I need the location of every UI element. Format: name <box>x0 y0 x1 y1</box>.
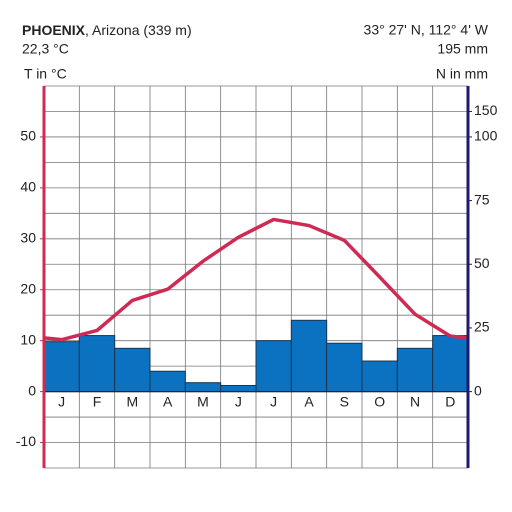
precipitation-bar <box>290 319 328 393</box>
precipitation-bar <box>326 342 363 393</box>
y2-tick-label: 0 <box>474 382 482 398</box>
x-tick-label: D <box>445 393 455 409</box>
x-tick-label: A <box>163 393 173 409</box>
x-tick-label: O <box>374 393 385 409</box>
precipitation-bar <box>432 335 469 393</box>
y2-tick-label: 25 <box>474 319 490 335</box>
x-tick-label: A <box>304 393 314 409</box>
station-region: , Arizona (339 m) <box>85 22 192 38</box>
precipitation-bar <box>149 370 186 393</box>
x-tick-label: J <box>58 393 65 409</box>
temperature-line <box>61 217 452 342</box>
y-tick-label: 40 <box>20 179 36 195</box>
precipitation-bar <box>396 347 434 393</box>
precipitation-bar <box>255 340 292 393</box>
y-tick-label: 50 <box>20 128 36 144</box>
y2-tick-label: 150 <box>474 102 498 118</box>
coordinates: 33° 27' N, 112° 4' W <box>364 22 489 38</box>
x-tick-label: J <box>270 393 277 409</box>
precipitation-bar <box>184 382 222 393</box>
temperature-line-edge <box>43 334 469 342</box>
x-tick-label: M <box>126 393 138 409</box>
y2-tick-label: 50 <box>474 255 490 271</box>
precipitation-bar <box>361 360 398 393</box>
station-name: PHOENIX <box>22 22 86 38</box>
y-tick-label: 0 <box>28 382 36 398</box>
precipitation-bar <box>114 347 151 393</box>
precipitation-bar <box>220 384 257 393</box>
x-tick-label: S <box>340 393 349 409</box>
mean-temperature: 22,3 °C <box>22 41 69 57</box>
chart-title: PHOENIX, Arizona (339 m) <box>22 22 192 38</box>
x-tick-label: M <box>197 393 209 409</box>
y-tick-label: 20 <box>20 280 36 296</box>
y-tick-label: 30 <box>20 230 36 246</box>
y2-tick-label: 75 <box>474 191 490 207</box>
y2-axis-label: N in mm <box>436 66 488 82</box>
y2-tick-label: 100 <box>474 128 498 144</box>
x-tick-label: J <box>235 393 242 409</box>
x-tick-label: F <box>93 393 102 409</box>
total-precipitation: 195 mm <box>437 41 488 57</box>
y-axis-label: T in °C <box>24 66 67 82</box>
y-tick-label: 10 <box>20 331 36 347</box>
x-tick-label: N <box>410 393 420 409</box>
precipitation-bar <box>43 341 80 393</box>
precipitation-bar <box>78 335 116 393</box>
y-tick-label: -10 <box>16 433 36 449</box>
